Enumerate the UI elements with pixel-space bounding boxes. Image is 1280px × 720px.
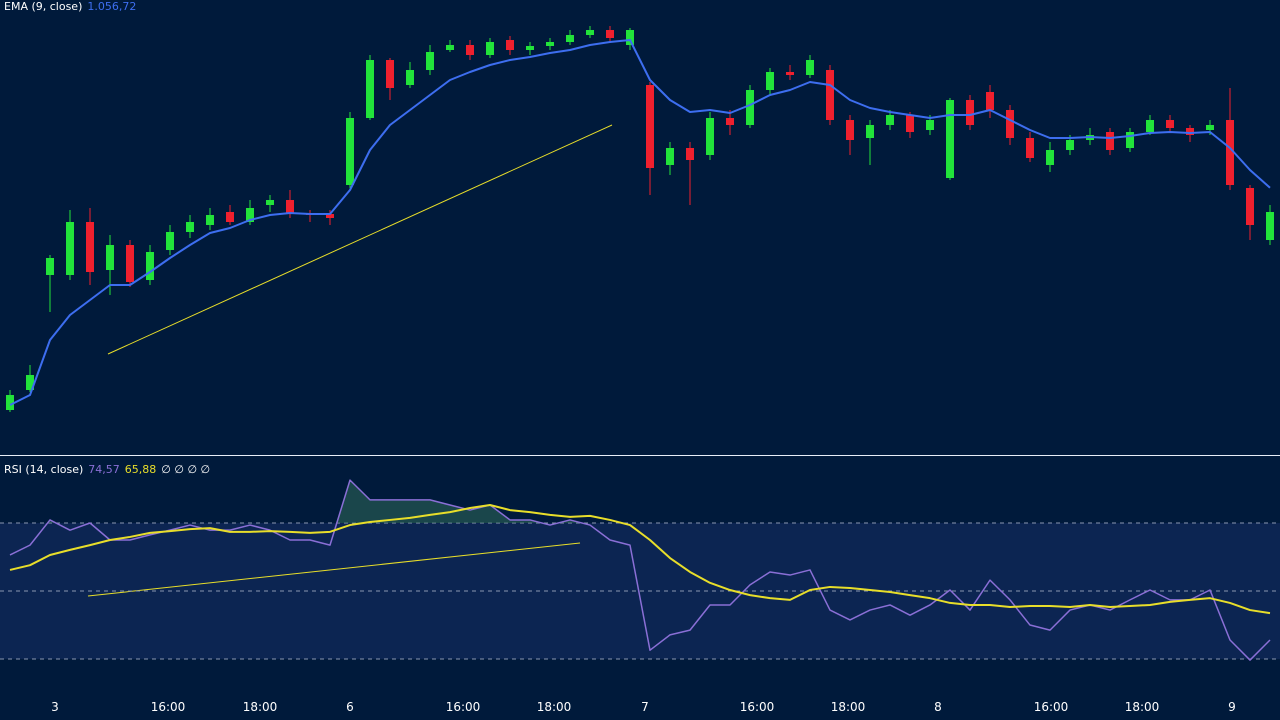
price-pane xyxy=(6,26,1274,412)
candle-body xyxy=(106,245,114,270)
time-axis: 3 16:00 18:00 6 16:00 18:00 7 16:00 18:00 8 16:00 1… xyxy=(51,700,1236,714)
candle-body xyxy=(826,70,834,120)
candle-body xyxy=(886,115,894,125)
time-label: 16:00 xyxy=(446,700,481,714)
rsi-title: RSI (14, close) xyxy=(4,463,84,476)
candle-body xyxy=(186,222,194,232)
candle-body xyxy=(286,200,294,213)
candle-body xyxy=(1186,128,1194,135)
candle-body xyxy=(26,375,34,390)
candle-body xyxy=(366,60,374,118)
time-label: 8 xyxy=(934,700,942,714)
candle-body xyxy=(226,212,234,222)
candle-body xyxy=(766,72,774,90)
candle-body xyxy=(506,40,514,50)
ema-legend: EMA (9, close) 1.056,72 xyxy=(4,0,141,13)
candle-body xyxy=(446,45,454,50)
candle-body xyxy=(386,60,394,88)
candle-body xyxy=(146,252,154,280)
time-label: 16:00 xyxy=(151,700,186,714)
candle-body xyxy=(1026,138,1034,158)
trend-line xyxy=(87,542,581,597)
candle-body xyxy=(1146,120,1154,132)
candle-body xyxy=(966,100,974,125)
candle-body xyxy=(346,118,354,185)
trend-line xyxy=(107,124,613,355)
candle-body xyxy=(906,115,914,132)
candle-body xyxy=(66,222,74,275)
ema-value: 1.056,72 xyxy=(87,0,137,13)
rsi-ma-value: 65,88 xyxy=(124,463,157,476)
candle-body xyxy=(606,30,614,38)
time-label: 18:00 xyxy=(537,700,572,714)
time-label: 6 xyxy=(346,700,354,714)
candle-body xyxy=(846,120,854,140)
time-label: 9 xyxy=(1228,700,1236,714)
candle-body xyxy=(626,30,634,45)
candle-body xyxy=(806,60,814,75)
candle-body xyxy=(686,148,694,160)
candle-body xyxy=(166,232,174,250)
candle-body xyxy=(986,92,994,110)
ema-title: EMA (9, close) xyxy=(4,0,83,13)
candle-body xyxy=(926,120,934,130)
candle-body xyxy=(1166,120,1174,128)
candle-body xyxy=(866,125,874,138)
candle-body xyxy=(466,45,474,55)
time-label: 7 xyxy=(641,700,649,714)
candle-body xyxy=(1126,132,1134,148)
candle-body xyxy=(586,30,594,35)
candle-body xyxy=(546,42,554,46)
candle-body xyxy=(566,35,574,42)
time-label: 16:00 xyxy=(1034,700,1069,714)
candle-body xyxy=(1066,140,1074,150)
rsi-legend: RSI (14, close) 74,57 65,88 ∅ ∅ ∅ ∅ xyxy=(4,463,215,476)
candle-body xyxy=(746,90,754,125)
candle-body xyxy=(126,245,134,282)
candle-body xyxy=(526,46,534,50)
time-label: 16:00 xyxy=(740,700,775,714)
candle-body xyxy=(646,85,654,168)
candle-body xyxy=(206,215,214,225)
candle-body xyxy=(1006,110,1014,138)
ema-line xyxy=(9,39,1271,406)
candle-body xyxy=(1106,132,1114,150)
candle-body xyxy=(1046,150,1054,165)
candle-body xyxy=(1246,188,1254,225)
candle-body xyxy=(326,214,334,218)
candle-body xyxy=(86,222,94,272)
candle-body xyxy=(786,72,794,75)
candle-body xyxy=(1266,212,1274,240)
candle-body xyxy=(46,258,54,275)
candle-body xyxy=(486,42,494,55)
rsi-value: 74,57 xyxy=(88,463,120,476)
rsi-ma-line xyxy=(9,503,1271,615)
candle-body xyxy=(406,70,414,85)
time-label: 18:00 xyxy=(243,700,278,714)
candle-body xyxy=(266,200,274,205)
candle-body xyxy=(426,52,434,70)
candle-body xyxy=(726,118,734,125)
candle-body xyxy=(706,118,714,155)
candle-body xyxy=(6,395,14,410)
time-label: 18:00 xyxy=(831,700,866,714)
time-label: 18:00 xyxy=(1125,700,1160,714)
rsi-extra: ∅ ∅ ∅ ∅ xyxy=(161,463,211,476)
candle-body xyxy=(666,148,674,165)
candle-body xyxy=(1226,120,1234,185)
time-label: 3 xyxy=(51,700,59,714)
candle-body xyxy=(1206,125,1214,130)
candle-body xyxy=(946,100,954,178)
candle-body xyxy=(246,208,254,222)
rsi-pane xyxy=(0,479,1280,661)
